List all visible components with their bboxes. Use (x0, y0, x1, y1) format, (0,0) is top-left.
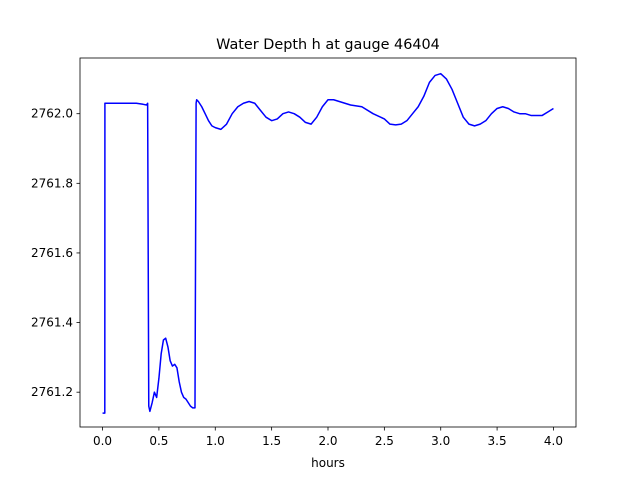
x-tick-label: 2.0 (318, 434, 337, 448)
y-tick-label: 2761.2 (31, 385, 73, 399)
x-tick-label: 0.5 (149, 434, 168, 448)
series-line-0 (102, 72, 554, 414)
x-tick-label: 3.5 (488, 434, 507, 448)
chart-title: Water Depth h at gauge 46404 (216, 37, 440, 53)
x-tick-label: 0.0 (93, 434, 112, 448)
y-tick-label: 2761.4 (31, 316, 73, 330)
x-tick-label: 4.0 (544, 434, 563, 448)
y-axis: 2761.2 2761.4 2761.6 2761.8 2762.0 (31, 107, 80, 399)
y-tick-label: 2761.8 (31, 176, 73, 190)
x-axis: 0.0 0.5 1.0 1.5 2.0 2.5 3.0 3.5 4.0 (93, 427, 563, 448)
x-tick-label: 1.0 (206, 434, 225, 448)
x-tick-label: 2.5 (375, 434, 394, 448)
x-tick-label: 3.0 (431, 434, 450, 448)
y-tick-label: 2762.0 (31, 107, 73, 121)
x-tick-label: 1.5 (262, 434, 281, 448)
x-axis-label: hours (311, 456, 345, 470)
y-tick-label: 2761.6 (31, 246, 73, 260)
